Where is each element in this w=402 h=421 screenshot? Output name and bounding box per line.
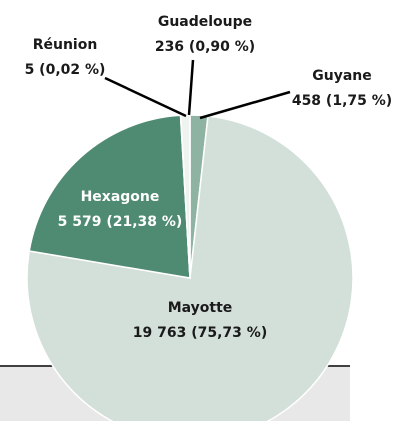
- slice-label: Mayotte: [168, 300, 233, 316]
- slice-label: Guadeloupe: [158, 14, 252, 30]
- value-label: 19 763 (75,73 %): [133, 325, 267, 341]
- value-label: 5 (0,02 %): [25, 62, 106, 78]
- value-label: 236 (0,90 %): [155, 39, 255, 55]
- pie-slice: [26, 115, 354, 421]
- value-label: 5 579 (21,38 %): [58, 214, 183, 230]
- leader-line: [187, 59, 195, 116]
- slice-label: Réunion: [33, 37, 98, 53]
- value-label: 458 (1,75 %): [292, 93, 392, 109]
- pie-slice: [28, 114, 191, 279]
- slice-label: Guyane: [312, 68, 372, 84]
- leader-line: [199, 90, 291, 120]
- slice-label: Hexagone: [81, 189, 160, 205]
- leader-line: [104, 76, 187, 118]
